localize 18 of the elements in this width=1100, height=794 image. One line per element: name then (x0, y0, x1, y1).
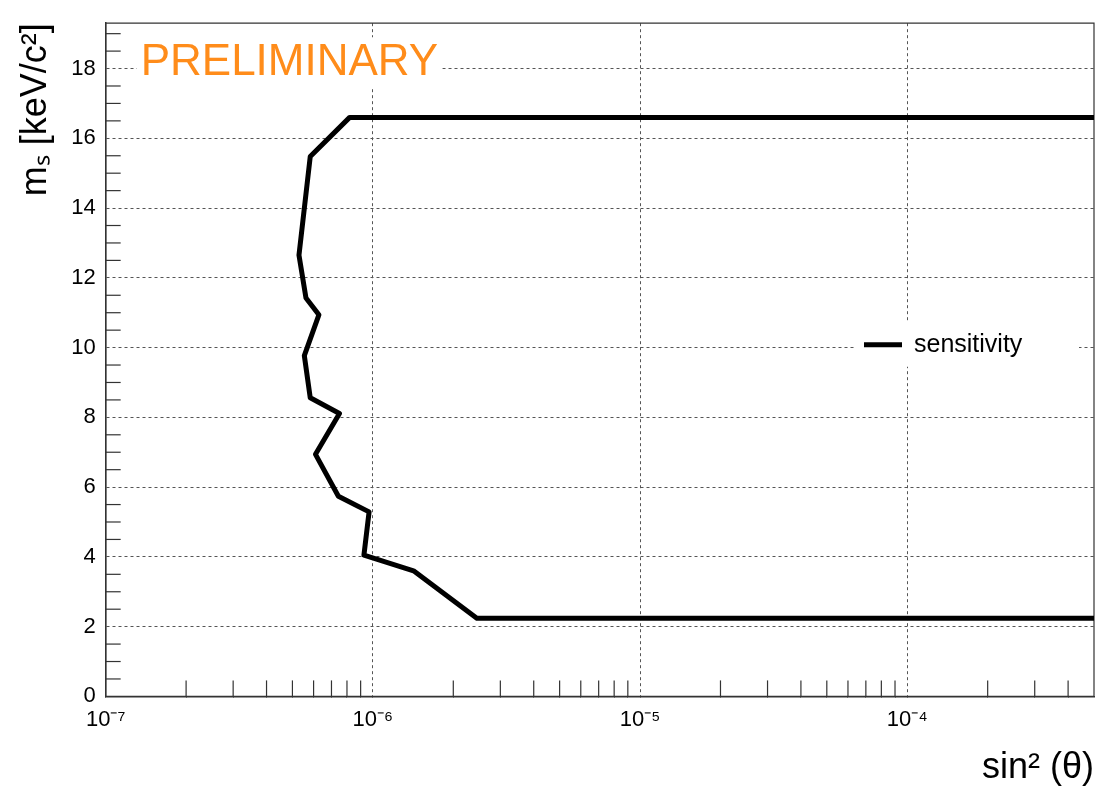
legend-label: sensitivity (914, 328, 1023, 357)
y-tick-label: 12 (71, 263, 96, 289)
y-tick-label: 0 (83, 682, 96, 708)
x-tick-label: 10⁻⁵ (619, 705, 661, 731)
y-tick-label: 6 (83, 473, 96, 499)
annotation: PRELIMINARY (140, 35, 439, 85)
y-tick-label: 10 (71, 333, 96, 359)
x-axis-title: sin² (θ) (981, 745, 1094, 787)
x-tick-label: 10⁻⁶ (352, 705, 394, 731)
y-tick-label: 16 (71, 124, 96, 150)
y-tick-label: 4 (83, 542, 96, 568)
y-tick-label: 8 (83, 403, 96, 429)
x-tick-label: 10⁻⁷ (85, 705, 126, 731)
y-tick-label: 14 (71, 194, 96, 220)
y-axis-title: mₛ [keV/c²] (12, 23, 54, 197)
y-tick-label: 18 (71, 54, 96, 80)
x-tick-label: 10⁻⁴ (886, 705, 928, 731)
y-tick-label: 2 (83, 612, 96, 638)
